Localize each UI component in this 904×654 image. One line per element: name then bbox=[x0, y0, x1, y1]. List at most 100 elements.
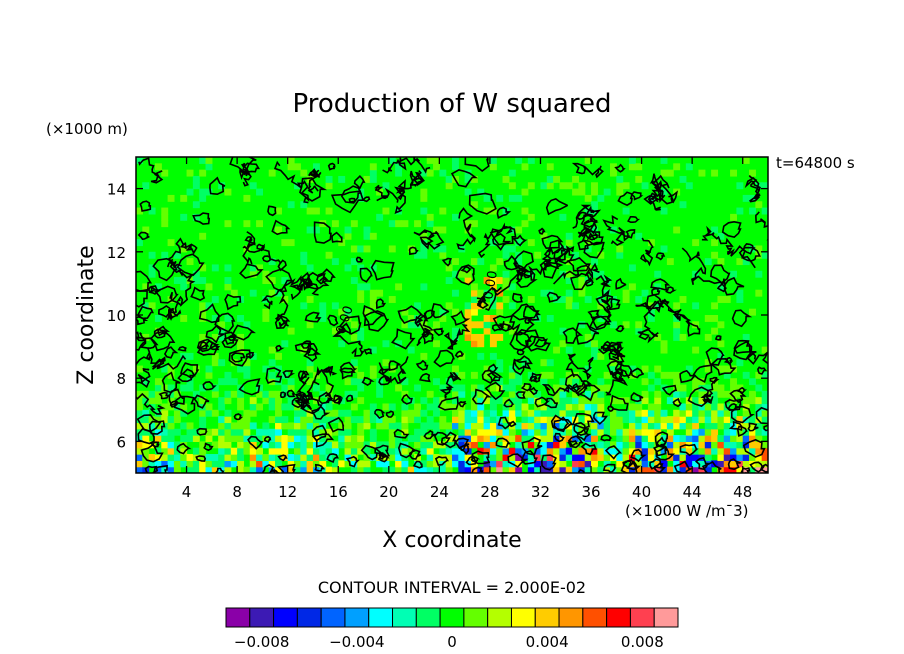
field-cell bbox=[654, 428, 662, 436]
field-cell bbox=[338, 175, 346, 183]
field-cell bbox=[584, 403, 592, 411]
field-cell bbox=[515, 226, 523, 234]
field-cell bbox=[730, 213, 737, 221]
field-cell bbox=[761, 251, 768, 259]
field-cell bbox=[508, 435, 516, 442]
field-cell bbox=[243, 428, 251, 436]
field-cell bbox=[685, 409, 693, 417]
field-cell bbox=[154, 390, 162, 398]
field-cell bbox=[161, 169, 169, 177]
contour-cell bbox=[271, 219, 291, 236]
field-cell bbox=[136, 447, 143, 455]
field-cell bbox=[546, 422, 554, 430]
field-cell bbox=[641, 409, 649, 417]
field-cell bbox=[306, 416, 314, 424]
contour-cell bbox=[487, 363, 499, 373]
field-cell bbox=[458, 422, 466, 430]
field-cell bbox=[704, 359, 712, 367]
field-cell bbox=[249, 403, 257, 411]
field-cell bbox=[496, 441, 504, 449]
field-cell bbox=[572, 397, 579, 405]
field-cell bbox=[433, 163, 440, 171]
field-cell bbox=[692, 428, 700, 436]
field-cell bbox=[508, 397, 516, 405]
field-cell bbox=[698, 409, 706, 417]
field-cell bbox=[350, 245, 358, 253]
field-cell bbox=[742, 409, 750, 417]
field-cell bbox=[584, 239, 592, 247]
field-cell bbox=[268, 371, 276, 379]
field-cell bbox=[287, 441, 295, 449]
field-cell bbox=[414, 251, 421, 259]
field-cell bbox=[508, 182, 516, 190]
field-cell bbox=[350, 466, 358, 473]
field-cell bbox=[426, 169, 434, 177]
field-cell bbox=[439, 169, 447, 177]
colorbar-swatch-12 bbox=[510, 607, 536, 628]
field-cell bbox=[344, 454, 352, 461]
field-cell bbox=[420, 428, 428, 436]
field-cell bbox=[591, 422, 598, 430]
contour-cell bbox=[397, 305, 424, 324]
field-cell bbox=[502, 409, 510, 417]
field-cell bbox=[369, 365, 377, 373]
contour-cell bbox=[509, 331, 532, 352]
field-cell bbox=[382, 466, 390, 473]
field-cell bbox=[275, 422, 282, 430]
field-cell bbox=[300, 447, 308, 455]
field-cell bbox=[515, 403, 523, 411]
contour-cell bbox=[158, 391, 170, 400]
field-cell bbox=[666, 422, 674, 430]
field-cell bbox=[420, 352, 428, 360]
field-cell bbox=[287, 327, 295, 335]
field-cell bbox=[673, 416, 681, 424]
contour-cell bbox=[198, 303, 221, 324]
contour-cell bbox=[303, 347, 322, 363]
field-cell bbox=[173, 466, 181, 473]
field-cell bbox=[294, 454, 301, 461]
field-cell bbox=[224, 409, 232, 417]
contour-line bbox=[598, 341, 623, 361]
field-cell bbox=[647, 428, 655, 436]
field-cell bbox=[749, 422, 756, 430]
field-cell bbox=[685, 454, 693, 461]
field-cell bbox=[173, 251, 181, 259]
field-cell bbox=[521, 220, 529, 228]
field-cell bbox=[395, 454, 403, 461]
field-cell bbox=[458, 466, 466, 473]
contour-cell bbox=[503, 398, 515, 408]
field-cell bbox=[369, 163, 377, 171]
contour-cell bbox=[423, 309, 435, 320]
field-cell bbox=[489, 409, 497, 417]
field-cell bbox=[154, 460, 162, 468]
field-cell bbox=[237, 460, 245, 468]
field-cell bbox=[407, 447, 415, 455]
contour-cell bbox=[224, 293, 242, 311]
field-cell bbox=[515, 441, 523, 449]
field-cell bbox=[433, 321, 440, 329]
field-cell bbox=[357, 416, 365, 424]
x-tick-label-2: 12 bbox=[278, 483, 297, 501]
field-cell bbox=[742, 333, 750, 341]
field-cell bbox=[167, 416, 175, 424]
contour-cell bbox=[694, 456, 709, 470]
field-cell bbox=[205, 163, 213, 171]
field-cell bbox=[464, 308, 472, 316]
field-cell bbox=[243, 409, 251, 417]
contour-cell bbox=[327, 162, 336, 171]
field-cell bbox=[540, 289, 548, 297]
field-cell bbox=[136, 239, 143, 247]
field-cell bbox=[306, 264, 314, 272]
field-cell bbox=[565, 289, 573, 297]
field-cell bbox=[704, 403, 712, 411]
contour-cell bbox=[353, 175, 366, 190]
field-cell bbox=[584, 460, 592, 468]
field-cell bbox=[584, 194, 592, 202]
field-cell bbox=[591, 188, 598, 196]
contour-cell bbox=[450, 169, 478, 188]
contour-cell bbox=[679, 443, 699, 457]
field-cell bbox=[199, 397, 207, 405]
contour-cell bbox=[512, 234, 528, 247]
field-cell bbox=[761, 409, 768, 417]
contour-cell bbox=[546, 291, 562, 303]
